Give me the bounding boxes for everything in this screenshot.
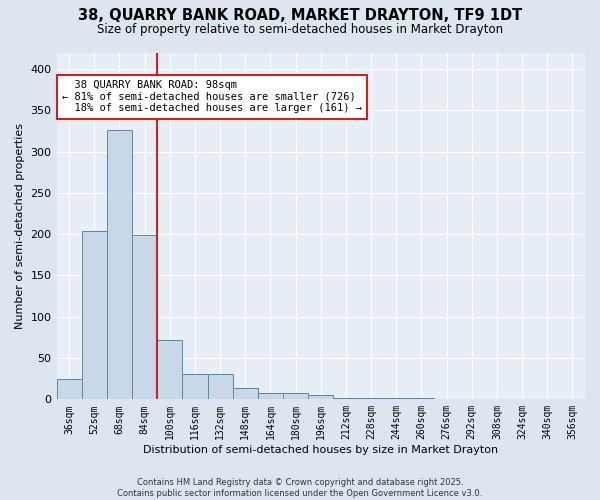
Bar <box>334 398 359 400</box>
Text: 38 QUARRY BANK ROAD: 98sqm
← 81% of semi-detached houses are smaller (726)
  18%: 38 QUARRY BANK ROAD: 98sqm ← 81% of semi… <box>62 80 362 114</box>
Bar <box>132 235 157 400</box>
X-axis label: Distribution of semi-detached houses by size in Market Drayton: Distribution of semi-detached houses by … <box>143 445 499 455</box>
Bar <box>560 398 585 400</box>
Bar <box>258 392 283 400</box>
Bar <box>308 395 334 400</box>
Text: Size of property relative to semi-detached houses in Market Drayton: Size of property relative to semi-detach… <box>97 22 503 36</box>
Bar <box>157 340 182 400</box>
Y-axis label: Number of semi-detached properties: Number of semi-detached properties <box>15 123 25 329</box>
Text: Contains HM Land Registry data © Crown copyright and database right 2025.
Contai: Contains HM Land Registry data © Crown c… <box>118 478 482 498</box>
Bar <box>182 374 208 400</box>
Bar <box>283 392 308 400</box>
Bar <box>359 398 383 400</box>
Bar <box>383 398 409 400</box>
Bar <box>82 231 107 400</box>
Bar <box>107 130 132 400</box>
Bar <box>56 378 82 400</box>
Bar <box>484 398 509 400</box>
Bar <box>208 374 233 400</box>
Bar <box>233 388 258 400</box>
Text: 38, QUARRY BANK ROAD, MARKET DRAYTON, TF9 1DT: 38, QUARRY BANK ROAD, MARKET DRAYTON, TF… <box>78 8 522 22</box>
Bar <box>409 398 434 400</box>
Bar <box>434 398 459 400</box>
